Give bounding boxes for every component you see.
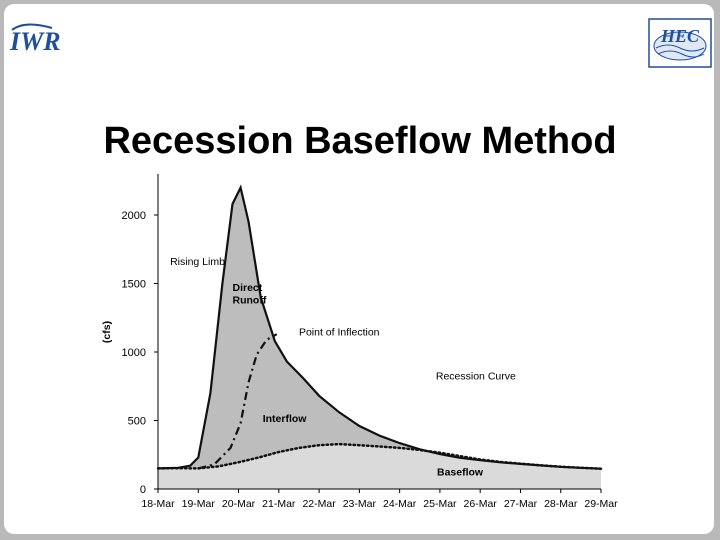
annotation-rising-limb: Rising Limb [170, 256, 225, 268]
iwr-logo: IWR [9, 23, 61, 56]
annotation-direct: Direct [233, 282, 263, 294]
x-tick-label-26-Mar: 26-Mar [464, 498, 498, 510]
y-tick-label-0: 0 [140, 484, 146, 496]
x-tick-label-21-Mar: 21-Mar [262, 498, 296, 510]
interflow-line [198, 333, 278, 470]
x-tick-label-25-Mar: 25-Mar [423, 498, 457, 510]
y-tick-label-500: 500 [128, 416, 146, 428]
y-tick-label-2000: 2000 [122, 210, 146, 222]
slide-title: Recession Baseflow Method [103, 120, 617, 162]
total-flow-line [157, 184, 602, 470]
x-tick-label-22-Mar: 22-Mar [302, 498, 336, 510]
annotation-interflow: Interflow [263, 413, 308, 425]
iwr-logo-text: IWR [9, 27, 61, 56]
x-tick-label-27-Mar: 27-Mar [504, 498, 538, 510]
hec-logo-waves [655, 44, 705, 58]
hec-logo-text: HEC [660, 26, 700, 46]
y-tick-label-1000: 1000 [122, 347, 146, 359]
x-tick-label-29-Mar: 29-Mar [584, 498, 618, 510]
iwr-logo-swash [11, 23, 53, 31]
y-axis-title: (cfs) [101, 321, 113, 343]
annotation-recession-curve: Recession Curve [436, 370, 516, 382]
y-tick-label-1500: 1500 [122, 279, 146, 291]
annotation-baseflow: Baseflow [437, 466, 484, 478]
x-tick-label-28-Mar: 28-Mar [544, 498, 578, 510]
x-tick-label-18-Mar: 18-Mar [141, 498, 175, 510]
direct-runoff-area [158, 187, 601, 489]
annotation-point-of-inflection: Point of Inflection [299, 327, 380, 339]
hec-logo: HEC [648, 18, 712, 68]
x-tick-label-20-Mar: 20-Mar [222, 498, 256, 510]
annotation-runoff: Runoff [233, 294, 267, 306]
x-tick-label-23-Mar: 23-Mar [343, 498, 377, 510]
x-tick-label-24-Mar: 24-Mar [383, 498, 417, 510]
x-tick-label-19-Mar: 19-Mar [182, 498, 216, 510]
hec-logo-globe [653, 31, 707, 61]
